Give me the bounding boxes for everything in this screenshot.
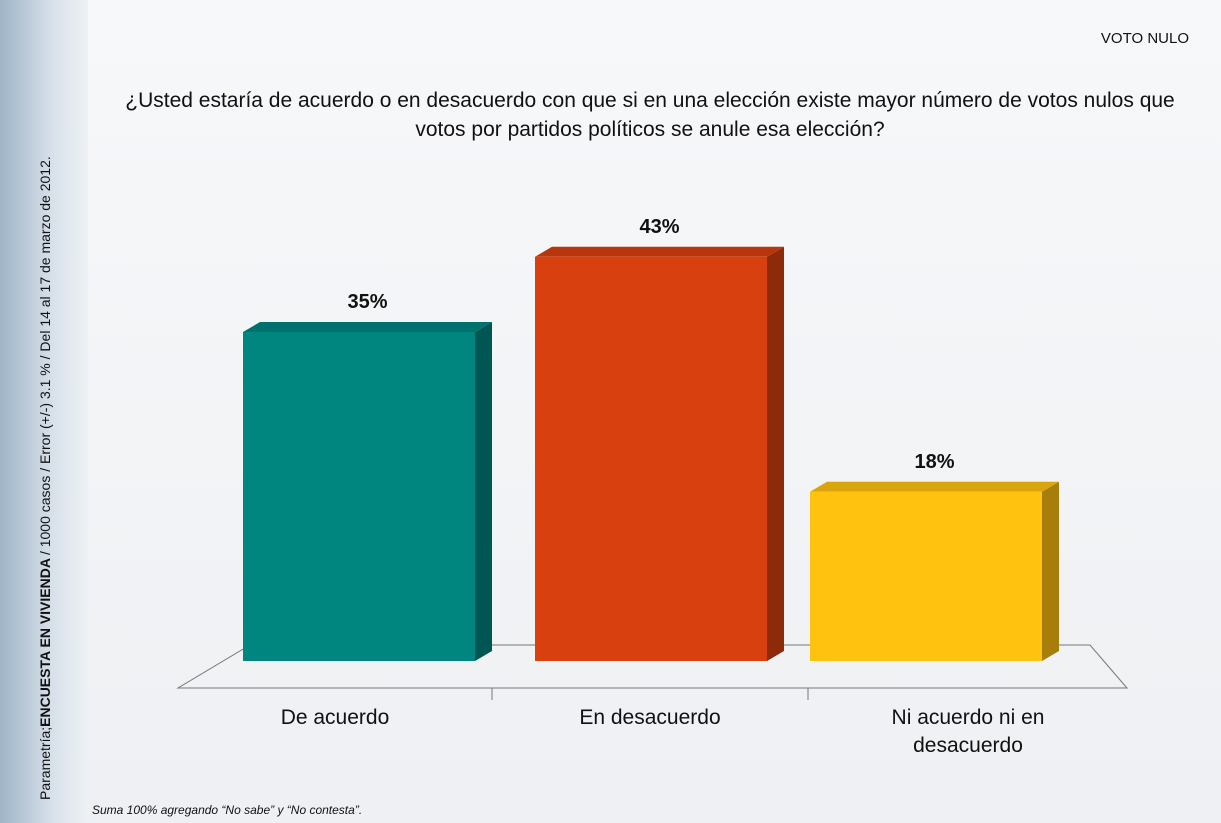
bar-side: [767, 246, 784, 662]
bar: [535, 256, 767, 661]
x-tick-label: Ni acuerdo ni en desacuerdo: [891, 706, 1045, 757]
source-prefix: Parametría;: [37, 727, 53, 800]
source-rest: / 1000 casos / Error (+/-) 3.1 % / Del 1…: [37, 156, 53, 555]
bar-top: [535, 246, 784, 257]
floor: [176, 644, 1129, 689]
bar-side: [1042, 481, 1059, 661]
value-label: 18%: [914, 451, 954, 473]
value-label: 43%: [639, 216, 679, 238]
bar-top: [810, 481, 1059, 492]
side-strip: [0, 0, 88, 823]
bar-side: [475, 322, 492, 661]
bar-top: [243, 322, 492, 332]
corner-label: VOTO NULO: [1100, 30, 1189, 47]
source-bold: ENCUESTA EN VIVIENDA: [37, 558, 53, 727]
x-tick-label: De acuerdo: [280, 706, 390, 729]
source-note: Parametría;ENCUESTA EN VIVIENDA / 1000 ca…: [37, 156, 53, 800]
x-tick-label: En desacuerdo: [579, 706, 721, 729]
bar: [810, 491, 1042, 661]
bar: [243, 332, 475, 661]
footnote: Suma 100% agregando “No sabe” y “No cont…: [92, 803, 363, 817]
chart-title: ¿Usted estaría de acuerdo o en desacuerd…: [125, 89, 1175, 141]
value-label: 35%: [347, 291, 387, 313]
